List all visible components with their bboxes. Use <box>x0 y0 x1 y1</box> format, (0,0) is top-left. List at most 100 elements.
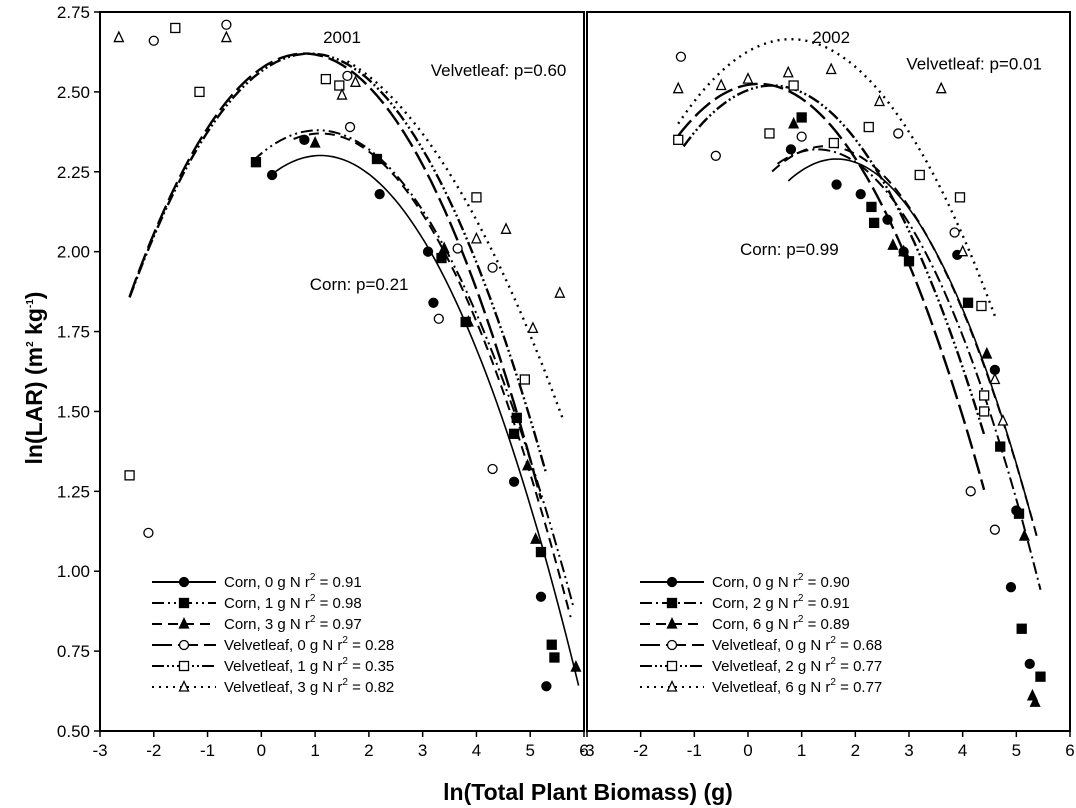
legend-label: Velvetleaf, 2 g N r2 = 0.77 <box>712 656 882 675</box>
data-point <box>220 30 232 43</box>
data-point <box>1005 582 1017 593</box>
data-point <box>863 121 874 133</box>
data-point <box>995 441 1006 452</box>
legend-label: Corn, 0 g N r2 = 0.90 <box>712 572 850 591</box>
data-point <box>148 35 159 46</box>
data-point <box>893 128 904 139</box>
data-point <box>527 321 539 334</box>
data-point <box>113 30 125 43</box>
legend-marker <box>666 576 678 588</box>
data-point <box>433 313 444 324</box>
data-point <box>349 75 361 87</box>
x-tick-label: 3 <box>418 741 427 760</box>
data-point <box>1016 623 1027 634</box>
data-point <box>866 201 877 213</box>
data-point <box>124 470 135 481</box>
data-point <box>334 80 345 91</box>
data-point <box>796 131 807 142</box>
data-point <box>541 681 552 692</box>
data-point <box>546 639 557 650</box>
legend-marker <box>178 679 190 692</box>
data-point <box>221 19 232 30</box>
data-point <box>487 463 498 475</box>
x-tick-label: 1 <box>797 741 806 760</box>
x-tick-label: -2 <box>146 741 161 760</box>
data-point <box>530 532 542 544</box>
data-point <box>535 591 547 602</box>
panel-title: 2001 <box>323 28 361 47</box>
data-point <box>957 244 969 257</box>
data-point <box>1024 658 1035 670</box>
data-point <box>825 62 837 75</box>
data-point <box>535 546 547 558</box>
data-point <box>785 144 797 155</box>
data-point <box>989 372 1001 385</box>
data-point <box>976 300 987 312</box>
legend-label: Velvetleaf, 6 g N r2 = 0.77 <box>712 677 882 696</box>
data-point <box>1018 529 1030 541</box>
data-point <box>309 135 321 148</box>
data-point <box>194 86 205 98</box>
data-point <box>508 476 520 487</box>
data-point <box>511 412 522 423</box>
y-tick-label: 1.00 <box>57 562 90 581</box>
data-point <box>342 70 353 82</box>
x-tick-label: 4 <box>472 741 481 760</box>
plot-frame <box>99 11 585 732</box>
legend-label: Velvetleaf, 3 g N r2 = 0.82 <box>224 677 394 696</box>
data-point <box>742 72 754 84</box>
legend-label: Corn, 2 g N r2 = 0.91 <box>712 593 850 612</box>
legend-marker <box>178 639 190 651</box>
data-point <box>508 428 520 439</box>
x-tick-label: 1 <box>310 741 319 760</box>
fit-curve <box>787 158 1034 522</box>
x-tick-label: -3 <box>579 741 594 760</box>
data-point <box>470 231 482 244</box>
x-tick-label: -1 <box>200 741 215 760</box>
data-point <box>887 238 899 250</box>
legend-label: Velvetleaf, 0 g N r2 = 0.68 <box>712 635 882 654</box>
x-tick-label: 2 <box>364 741 373 760</box>
data-point <box>436 252 447 264</box>
data-point <box>997 414 1009 426</box>
data-point <box>320 73 332 85</box>
x-tick-label: 0 <box>257 741 266 760</box>
legend-marker <box>178 660 190 672</box>
x-tick-label: 5 <box>525 741 534 760</box>
data-point <box>962 297 974 308</box>
y-tick-label: 0.75 <box>57 642 90 661</box>
legend-marker <box>178 597 190 609</box>
data-point <box>549 652 560 663</box>
x-tick-label: 0 <box>743 741 752 760</box>
data-point <box>788 80 799 91</box>
legend-label: Corn, 6 g N r2 = 0.89 <box>712 614 850 633</box>
y-tick-label: 0.50 <box>57 722 90 741</box>
data-point <box>500 222 512 234</box>
y-axis-label: ln(LAR) (m2 kg-1) <box>21 292 47 465</box>
data-point <box>673 134 684 145</box>
legend-marker <box>666 597 678 609</box>
data-point <box>374 188 385 200</box>
x-tick-label: 4 <box>958 741 967 760</box>
data-point <box>462 314 474 327</box>
legend-marker <box>178 616 190 629</box>
data-point <box>954 192 966 203</box>
plot-frame <box>586 11 1071 732</box>
fit-curve <box>293 132 572 618</box>
data-point <box>965 486 976 497</box>
y-tick-label: 1.50 <box>57 402 90 421</box>
legend-label: Corn, 0 g N r2 = 0.91 <box>224 572 362 591</box>
data-point <box>831 179 842 190</box>
data-point <box>882 214 893 225</box>
annotation: Corn: p=0.21 <box>310 275 409 294</box>
data-point <box>1029 695 1041 707</box>
data-point <box>452 243 463 254</box>
x-tick-label: 3 <box>904 741 913 760</box>
data-point <box>788 116 800 129</box>
x-tick-label: 6 <box>579 741 588 760</box>
data-point <box>422 246 434 257</box>
data-point <box>519 374 530 385</box>
data-point <box>710 150 721 161</box>
legend-marker <box>666 616 678 629</box>
